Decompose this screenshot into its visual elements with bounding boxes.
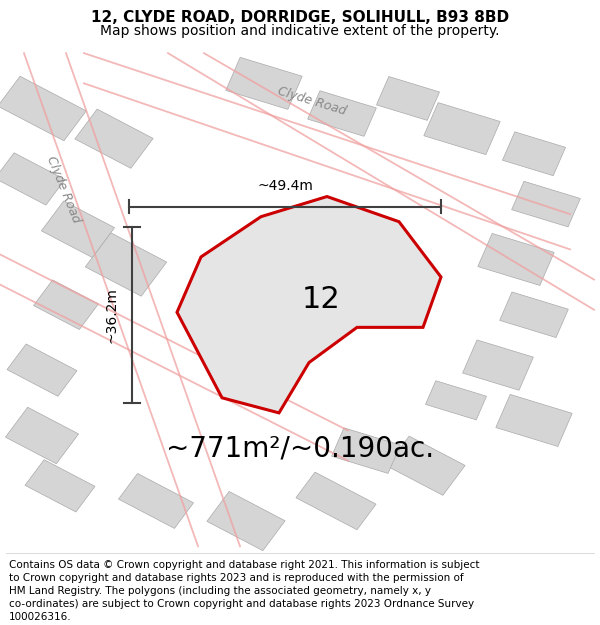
Text: ~49.4m: ~49.4m [257,179,313,192]
Text: Clyde Road: Clyde Road [44,154,82,224]
Text: ~771m²/~0.190ac.: ~771m²/~0.190ac. [166,434,434,462]
Polygon shape [496,394,572,446]
Polygon shape [41,201,115,258]
Polygon shape [75,109,153,168]
Polygon shape [425,381,487,420]
Polygon shape [177,196,441,413]
Polygon shape [25,460,95,512]
Polygon shape [296,472,376,530]
Text: Map shows position and indicative extent of the property.: Map shows position and indicative extent… [100,24,500,38]
Polygon shape [332,428,400,473]
Text: HM Land Registry. The polygons (including the associated geometry, namely x, y: HM Land Registry. The polygons (includin… [9,586,431,596]
Polygon shape [7,344,77,396]
Polygon shape [5,408,79,464]
Text: 12, CLYDE ROAD, DORRIDGE, SOLIHULL, B93 8BD: 12, CLYDE ROAD, DORRIDGE, SOLIHULL, B93 … [91,9,509,24]
Polygon shape [207,491,285,551]
Text: 12: 12 [302,285,340,314]
Text: co-ordinates) are subject to Crown copyright and database rights 2023 Ordnance S: co-ordinates) are subject to Crown copyr… [9,599,474,609]
Polygon shape [0,76,86,141]
Text: ~36.2m: ~36.2m [105,287,119,342]
Text: Clyde Road: Clyde Road [276,84,348,118]
Polygon shape [85,232,167,296]
Polygon shape [502,132,566,176]
Polygon shape [463,340,533,390]
Text: Contains OS data © Crown copyright and database right 2021. This information is : Contains OS data © Crown copyright and d… [9,560,479,570]
Polygon shape [478,233,554,286]
Polygon shape [387,436,465,496]
Polygon shape [34,280,98,329]
Polygon shape [0,152,65,205]
Polygon shape [376,76,440,121]
Polygon shape [500,292,568,338]
Text: to Crown copyright and database rights 2023 and is reproduced with the permissio: to Crown copyright and database rights 2… [9,573,464,583]
Polygon shape [512,181,580,227]
Text: 100026316.: 100026316. [9,612,71,622]
Polygon shape [424,102,500,154]
Polygon shape [226,58,302,109]
Polygon shape [308,91,376,136]
Polygon shape [118,474,194,528]
